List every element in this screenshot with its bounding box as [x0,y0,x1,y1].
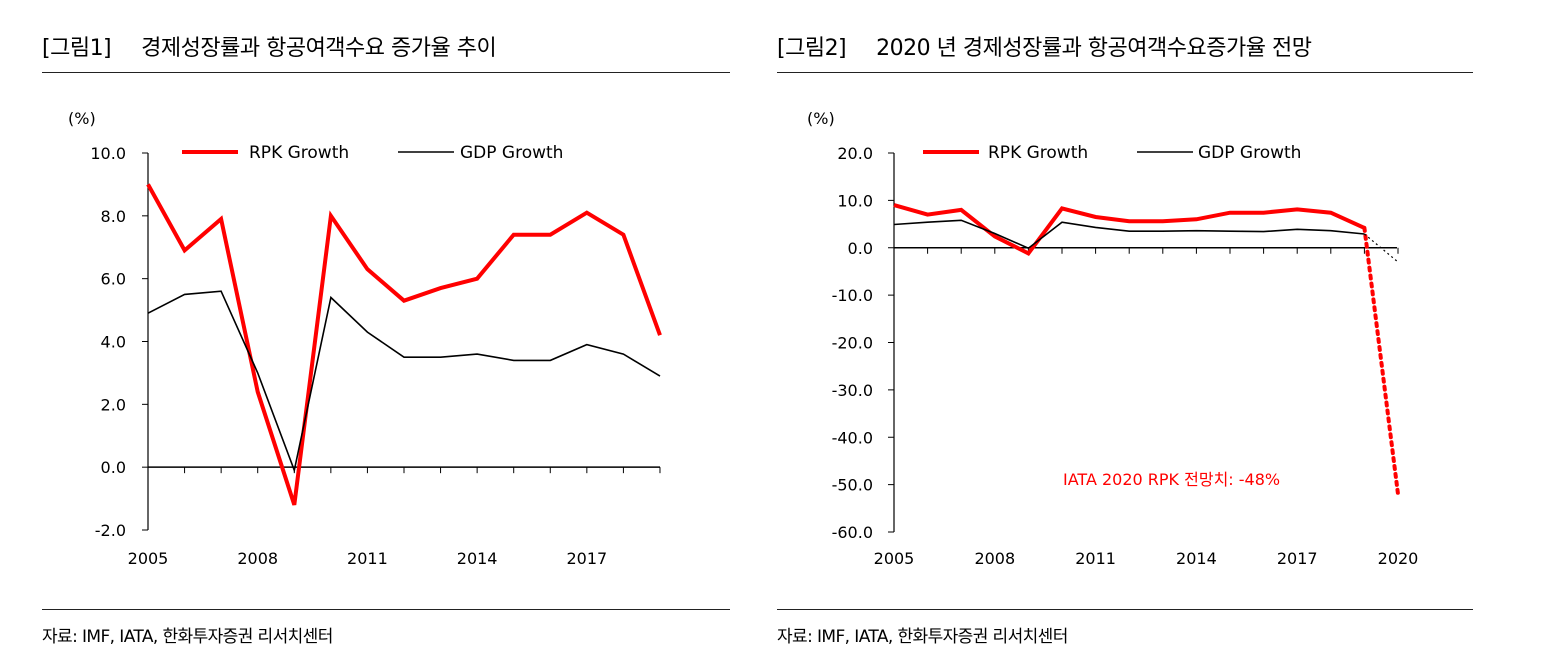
figure-2-top-rule [777,72,1473,73]
chart-2-rpk-growth-line [893,203,1366,256]
figure-2-source: 자료: IMF, IATA, 한화투자증권 리서치센터 [777,627,1068,647]
figure-1-title-text: 경제성장률과 항공여객수요 증가율 추이 [141,36,497,61]
figure-2-chart: (%)20.0 10.0 0.0 -10.0 -20.0 -30.0 -40.0 -50.0 -… [807,109,1419,568]
chart-1-y-tick-label: 4.0 [101,333,126,352]
figure-1-panel: [그림1] 경제성장률과 항공여객수요 증가율 추이 (%) 10.0 8.0 6.0 4… [42,0,730,658]
chart-2-y-tick-label: -30.0 [832,381,873,400]
chart-1-y-tick-label: 10.0 [90,144,126,163]
chart-2-y-tick-label: 0.0 [848,239,873,258]
chart-1-x-tick-label: 2008 [237,549,278,568]
chart-1-unit-label: (%) [68,109,96,128]
chart-2-y-tick-label: 20.0 [837,144,873,163]
chart-2-rpk-forecast-line [1362,225,1400,497]
chart-1-x-tick-label: 2017 [566,549,607,568]
chart-2-y-tick-label: -10.0 [832,286,873,305]
figure-2-title: [그림2] 2020 년 경제성장률과 항공여객수요증가율 전망 [777,30,1312,62]
chart-1-x-tick-label: 2005 [128,549,169,568]
chart-1-gdp-growth-line [147,290,661,474]
chart-2-x-tick-label: 2017 [1277,549,1318,568]
chart-1-legend-rpk-label: RPK Growth [249,143,349,163]
chart-1-rpk-growth-line [146,183,662,506]
figure-2-bottom-rule [777,609,1473,610]
chart-2-unit-label: (%) [807,109,835,128]
figure-1-source: 자료: IMF, IATA, 한화투자증권 리서치센터 [42,627,333,647]
figure-1-bottom-rule [42,609,730,610]
chart-1-legend-gdp-label: GDP Growth [460,143,563,163]
chart-1-x-tick-label: 2014 [457,549,498,568]
figure-2-title-text: 2020 년 경제성장률과 항공여객수요증가율 전망 [876,36,1312,61]
chart-2-x-tick-label: 2005 [874,549,915,568]
chart-2-x-tick-label: 2014 [1176,549,1217,568]
chart-2-x-tick-label: 2020 [1378,549,1419,568]
chart-2-y-tick-label: -40.0 [832,428,873,447]
chart-2-legend-gdp-label: GDP Growth [1198,143,1301,163]
chart-1-y-tick-label: 6.0 [101,270,126,289]
chart-1-x-tick-label: 2011 [347,549,388,568]
chart-1-y-tick-label: 0.0 [101,458,126,477]
chart-1-y-tick-label: 2.0 [101,395,126,414]
figure-2-panel: [그림2] 2020 년 경제성장률과 항공여객수요증가율 전망 (%) 20.0 1… [777,0,1473,658]
figure-1-top-rule [42,72,730,73]
chart-2-y-tick-label: -60.0 [832,523,873,542]
chart-1-y-tick-label: -2.0 [95,521,126,540]
chart-2-y-tick-label: 10.0 [837,191,873,210]
figure-1-label: [그림1] [42,36,112,61]
chart-2-y-tick-label: -20.0 [832,334,873,353]
chart-2-gdp-growth-line [893,219,1365,250]
chart-2-annotation-text: IATA 2020 RPK 전망치: -48% [1063,470,1280,489]
chart-2-legend-rpk-label: RPK Growth [988,143,1088,163]
chart-2-x-tick-label: 2008 [974,549,1015,568]
chart-1-y-tick-label: 8.0 [101,207,126,226]
chart-2-x-tick-label: 2011 [1075,549,1116,568]
figure-2-label: [그림2] [777,36,847,61]
chart-2-gdp-forecast-line [1364,233,1399,263]
chart-2-y-tick-label: -50.0 [832,476,873,495]
figure-1-title: [그림1] 경제성장률과 항공여객수요 증가율 추이 [42,30,497,62]
